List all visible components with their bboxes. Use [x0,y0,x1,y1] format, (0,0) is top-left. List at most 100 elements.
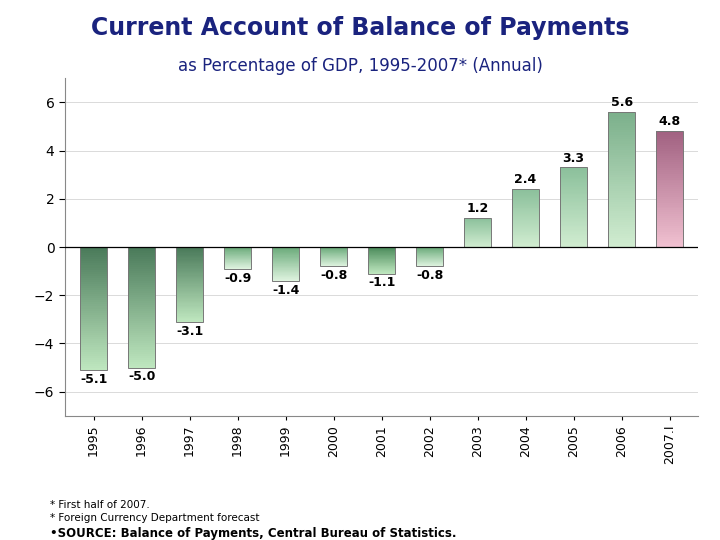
Bar [657,164,683,166]
Bar [560,193,587,194]
Bar [608,202,635,204]
Bar [657,131,683,247]
Bar [657,241,683,243]
Bar [81,294,107,296]
Bar [608,157,635,159]
Bar [176,308,203,309]
Bar [81,255,107,257]
Bar [81,298,107,300]
Bar [513,204,539,205]
Bar [128,265,155,267]
Bar [272,253,299,254]
Bar [128,301,155,303]
Bar [128,269,155,271]
Bar [513,192,539,193]
Bar [560,167,587,169]
Bar [657,158,683,160]
Bar [608,245,635,247]
Bar [176,317,203,318]
Bar [272,269,299,270]
Bar [128,257,155,259]
Bar [560,246,587,247]
Bar [608,128,635,130]
Bar [128,332,155,333]
Bar [513,216,539,217]
Bar [176,303,203,305]
Bar [513,207,539,208]
Bar [128,309,155,312]
Bar [513,215,539,216]
Bar [176,286,203,287]
Bar [608,179,635,182]
Bar [176,271,203,272]
Bar [176,267,203,268]
Bar [272,247,299,281]
Bar [176,248,203,249]
Bar [81,319,107,321]
Bar [560,178,587,179]
Bar [560,169,587,170]
Bar [81,247,107,249]
Bar [608,225,635,227]
Bar [657,212,683,214]
Bar [608,173,635,175]
Bar [176,299,203,301]
Bar [128,327,155,329]
Bar [176,314,203,315]
Bar [128,261,155,263]
Bar [128,291,155,293]
Bar [608,121,635,123]
Text: -0.8: -0.8 [320,269,347,282]
Bar [608,215,635,218]
Bar [81,364,107,366]
Bar [513,202,539,204]
Bar [513,246,539,247]
Bar [560,226,587,227]
Bar [513,240,539,241]
Bar [657,170,683,172]
Bar [608,184,635,186]
Bar [608,144,635,146]
Bar [657,141,683,143]
Bar [560,219,587,220]
Bar [657,199,683,201]
Bar [608,141,635,144]
Bar [128,321,155,323]
Bar [560,225,587,226]
Bar [608,188,635,191]
Bar [608,137,635,139]
Bar [513,239,539,240]
Bar [81,261,107,264]
Bar [176,277,203,278]
Bar [81,280,107,282]
Bar [176,295,203,297]
Bar [176,263,203,265]
Text: 1.2: 1.2 [467,202,489,215]
Bar [176,249,203,251]
Bar [608,193,635,195]
Bar [176,281,203,282]
Bar [608,155,635,157]
Bar [560,174,587,176]
Bar [657,202,683,205]
Bar [560,195,587,197]
Bar [176,306,203,307]
Bar [560,170,587,172]
Bar [81,354,107,356]
Bar [608,126,635,128]
Bar [272,255,299,256]
Bar [608,240,635,242]
Bar [657,184,683,185]
Bar [657,151,683,152]
Bar [272,250,299,251]
Bar [272,254,299,255]
Bar [513,193,539,194]
Text: as Percentage of GDP, 1995-2007* (Annual): as Percentage of GDP, 1995-2007* (Annual… [178,57,542,75]
Bar [657,208,683,211]
Bar [176,283,203,285]
Bar [560,223,587,225]
Bar [128,313,155,315]
Bar [657,206,683,208]
Text: * First half of 2007.: * First half of 2007. [50,500,150,510]
Bar [513,231,539,232]
